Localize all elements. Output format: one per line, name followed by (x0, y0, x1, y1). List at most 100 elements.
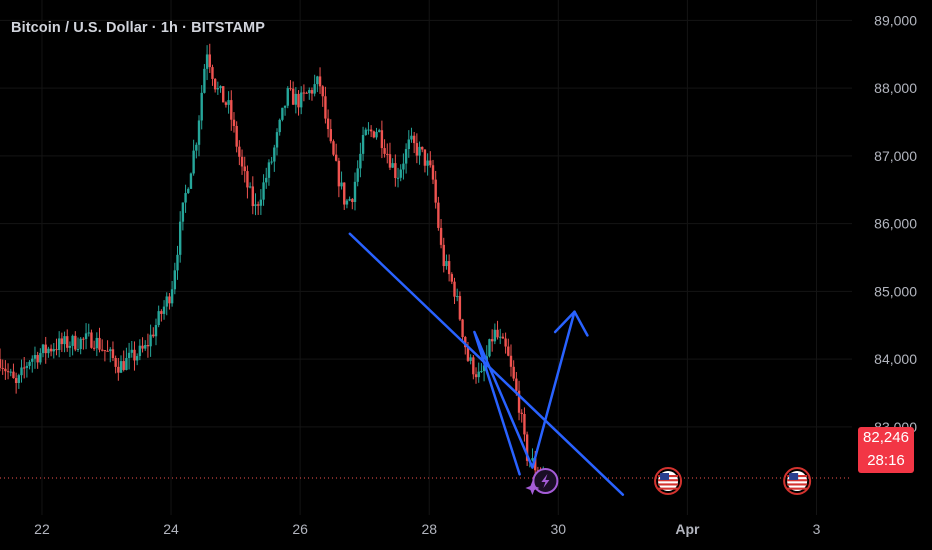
candle-down (82, 338, 85, 340)
candle-down (55, 349, 58, 351)
candle-down (117, 366, 120, 373)
candle-down (421, 146, 424, 150)
candle-down (507, 346, 510, 356)
time-tick-label: 3 (813, 521, 821, 537)
candle-down (372, 131, 376, 138)
candle-down (429, 160, 432, 166)
candle-down (98, 337, 101, 350)
time-tick-label: 28 (421, 521, 437, 537)
candle-down (431, 165, 435, 180)
candle-up (227, 100, 230, 105)
candle-down (520, 412, 523, 414)
candle-up (345, 200, 349, 205)
candle-up (359, 153, 362, 169)
candle-down (92, 347, 96, 349)
candle-down (74, 335, 77, 350)
candle-up (493, 329, 497, 342)
drawing-layer[interactable] (348, 232, 625, 496)
candle-up (135, 356, 139, 361)
candle-up (313, 84, 316, 94)
candle-down (213, 78, 217, 90)
candle-up (41, 344, 45, 354)
candle-up (378, 130, 381, 132)
candle-up (364, 129, 367, 136)
candle-up (130, 349, 133, 353)
candle-up (125, 358, 128, 370)
candle-up (281, 107, 284, 120)
candle-down (515, 378, 518, 391)
candle-up (52, 349, 55, 352)
candle-up (407, 139, 410, 150)
candle-down (351, 199, 354, 202)
candle-down (111, 349, 115, 358)
candle-up (95, 337, 99, 349)
candle-up (109, 349, 112, 352)
trend-line[interactable] (348, 232, 625, 496)
candle-up (488, 339, 491, 357)
candle-down (423, 149, 427, 166)
candle-up (39, 353, 42, 363)
time-tick-label: 30 (551, 521, 567, 537)
candle-up (399, 169, 402, 178)
candle-down (386, 153, 389, 155)
candle-up (20, 367, 23, 376)
candle-up (445, 261, 448, 267)
event-markers[interactable] (525, 467, 812, 495)
us-flag-icon[interactable] (654, 467, 683, 495)
candle-down (329, 129, 332, 142)
candle-up (205, 54, 209, 69)
candle-up (31, 358, 34, 362)
candle-up (79, 338, 82, 349)
candle-down (453, 281, 456, 297)
candle-down (343, 182, 346, 205)
candle-down (305, 92, 308, 94)
candle-down (490, 339, 494, 342)
candle-down (251, 186, 255, 207)
candle-up (33, 355, 37, 359)
candle-up (187, 188, 190, 194)
candle-up (181, 202, 185, 222)
candle-up (144, 345, 147, 349)
candle-up (17, 375, 21, 384)
lightning-event-icon[interactable] (525, 468, 559, 495)
candle-up (396, 177, 400, 179)
candle-down (60, 338, 64, 345)
price-tick-label: 88,000 (874, 80, 917, 96)
flag-stripe (787, 487, 808, 490)
us-flag-icon[interactable] (783, 467, 812, 495)
candle-up (71, 335, 74, 346)
candle-up (273, 147, 276, 162)
candle-up (418, 146, 421, 156)
candle-up (25, 365, 29, 368)
candle-down (334, 154, 338, 161)
candle-down (49, 348, 53, 352)
candle-down (66, 336, 69, 348)
candle-down (297, 93, 300, 108)
time-axis[interactable]: 22 24 26 28 30 Apr 3 (34, 521, 820, 537)
candle-up (119, 361, 123, 373)
candle-up (278, 119, 281, 133)
candle-up (203, 68, 206, 93)
candle-down (517, 390, 521, 413)
candle-up (308, 90, 311, 94)
candle-down (332, 141, 335, 155)
candle-down (472, 357, 475, 375)
candle-up (57, 338, 61, 351)
grid-lines (0, 0, 852, 515)
flag-stripe (658, 479, 679, 482)
candle-up (216, 88, 220, 90)
candle-down (122, 361, 125, 370)
candle-down (321, 86, 324, 97)
candle-up (47, 348, 50, 354)
projection-path[interactable] (473, 310, 576, 476)
chart-title: Bitcoin / U.S. Dollar · 1h · BITSTAMP (11, 20, 265, 36)
candle-up (499, 336, 502, 338)
candle-down (152, 334, 155, 337)
candle-down (388, 154, 392, 168)
price-axis[interactable]: 89,00088,00087,00086,00085,00084,00083,0… (874, 12, 917, 435)
candle-up (87, 332, 90, 334)
candle-down (100, 349, 104, 351)
candle-down (0, 359, 2, 368)
projection-arrow-head[interactable] (553, 310, 589, 337)
